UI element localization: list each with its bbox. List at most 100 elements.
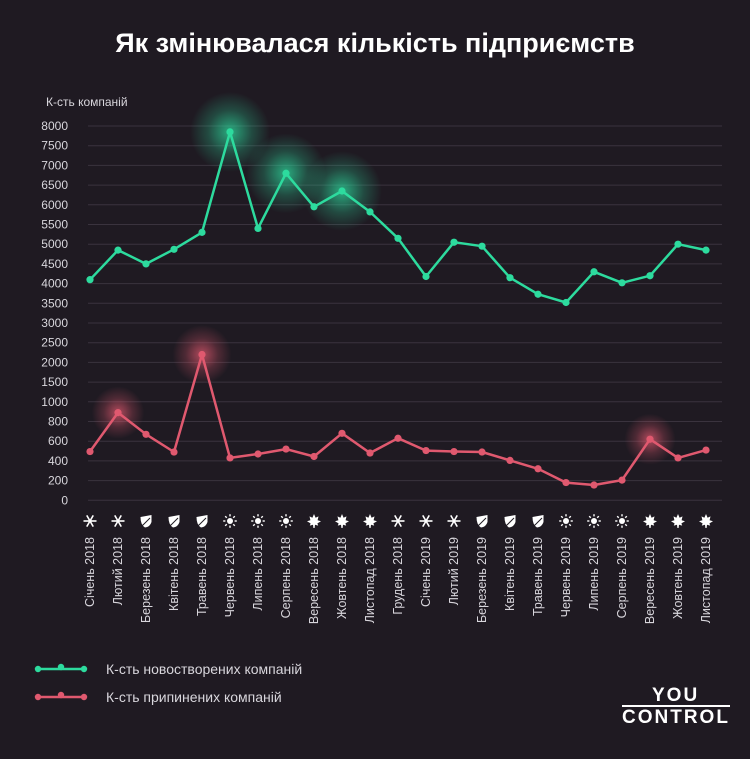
data-point-closed xyxy=(534,465,542,473)
legend-label-closed: К-сть припинених компаній xyxy=(106,689,282,705)
y-tick-label: 200 xyxy=(48,474,68,488)
legend-line-new xyxy=(34,663,88,673)
data-point-new xyxy=(450,238,458,246)
data-point-new xyxy=(170,245,178,253)
x-tick-label: Травень 2019 xyxy=(531,537,545,616)
x-tick-label: Жовтень 2018 xyxy=(335,537,349,619)
chart-title: Як змінювалася кількість підприємств xyxy=(115,28,635,58)
data-point-new xyxy=(114,246,122,254)
sun-icon xyxy=(223,514,237,528)
data-point-closed xyxy=(478,448,486,456)
legend-label-new: К-сть новостворених компаній xyxy=(106,661,303,677)
data-point-new xyxy=(478,242,486,250)
data-point-new xyxy=(674,240,682,248)
data-point-new xyxy=(394,234,402,242)
x-tick-label: Квітень 2019 xyxy=(503,537,517,611)
y-tick-label: 3500 xyxy=(41,296,68,310)
data-point-new xyxy=(422,272,430,281)
snowflake-icon xyxy=(419,514,433,528)
data-point-new xyxy=(366,208,374,216)
data-point-closed xyxy=(170,448,178,456)
x-tick-label: Вересень 2018 xyxy=(307,537,321,624)
data-point-closed xyxy=(198,350,206,359)
sun-icon xyxy=(279,514,293,528)
y-tick-label: 7000 xyxy=(41,158,68,172)
y-tick-label: 7500 xyxy=(41,139,68,153)
x-tick-label: Березень 2018 xyxy=(139,537,153,623)
leaf-icon xyxy=(476,515,488,528)
data-point-new xyxy=(590,268,598,276)
y-tick-label: 2000 xyxy=(41,355,68,369)
series-line-new xyxy=(89,130,707,304)
data-point-new xyxy=(534,290,542,298)
data-point-new xyxy=(310,203,318,211)
y-tick-label: 1500 xyxy=(41,375,68,389)
x-tick-label: Жовтень 2019 xyxy=(671,537,685,619)
sun-icon xyxy=(251,514,265,528)
data-point-new xyxy=(506,274,514,282)
snowflake-icon xyxy=(447,514,461,528)
sun-icon xyxy=(615,514,629,528)
data-point-closed xyxy=(506,456,514,465)
x-tick-label: Липень 2019 xyxy=(587,537,601,611)
data-point-closed xyxy=(646,435,654,443)
data-point-new xyxy=(338,187,346,195)
data-point-closed xyxy=(394,434,402,442)
x-tick-label: Червень 2018 xyxy=(223,537,237,617)
maple-leaf-icon xyxy=(335,514,349,528)
data-point-new xyxy=(646,272,654,280)
x-tick-label: Червень 2019 xyxy=(559,537,573,617)
sun-icon xyxy=(559,514,573,528)
x-tick-label: Січень 2019 xyxy=(419,537,433,607)
data-point-new xyxy=(562,298,570,307)
x-tick-label: Квітень 2018 xyxy=(167,537,181,611)
x-tick-label: Травень 2018 xyxy=(195,537,209,616)
y-tick-label: 4000 xyxy=(41,277,68,291)
y-tick-label: 3000 xyxy=(41,316,68,330)
data-point-closed xyxy=(702,446,710,454)
y-tick-label: 400 xyxy=(48,454,68,468)
logo-line-1: YOU xyxy=(652,685,700,706)
data-point-closed xyxy=(422,446,430,455)
maple-leaf-icon xyxy=(643,514,657,528)
snowflake-icon xyxy=(83,514,97,528)
x-tick-label: Серпень 2018 xyxy=(279,537,293,618)
legend-line-closed xyxy=(34,691,88,701)
maple-leaf-icon xyxy=(699,514,713,528)
y-tick-label: 8000 xyxy=(41,119,68,133)
y-tick-label: 5000 xyxy=(41,237,68,251)
y-tick-label: 6500 xyxy=(41,178,68,192)
data-point-new xyxy=(618,279,626,287)
data-point-closed xyxy=(562,478,570,487)
snowflake-icon xyxy=(391,514,405,528)
data-point-closed xyxy=(226,454,234,462)
data-point-closed xyxy=(590,481,598,489)
y-tick-label: 800 xyxy=(48,415,68,429)
data-point-new xyxy=(254,224,262,233)
maple-leaf-icon xyxy=(307,514,321,528)
maple-leaf-icon xyxy=(363,514,377,528)
data-point-closed xyxy=(338,429,346,437)
y-tick-label: 5500 xyxy=(41,218,68,232)
data-point-new xyxy=(226,128,234,136)
x-tick-label: Липень 2018 xyxy=(251,537,265,611)
leaf-icon xyxy=(140,515,152,528)
x-tick-label: Листопад 2019 xyxy=(699,537,713,623)
x-tick-label: Січень 2018 xyxy=(83,537,97,607)
x-tick-label: Березень 2019 xyxy=(475,537,489,623)
legend-item-closed: К-сть припинених компаній xyxy=(32,687,392,709)
x-tick-label: Лютий 2019 xyxy=(447,537,461,605)
data-point-closed xyxy=(310,452,318,461)
x-tick-label: Лютий 2018 xyxy=(111,537,125,605)
y-tick-label: 600 xyxy=(48,434,68,448)
legend-item-new: К-сть новостворених компаній xyxy=(32,659,392,681)
data-point-closed xyxy=(618,476,626,484)
y-tick-label: 2500 xyxy=(41,336,68,350)
leaf-icon xyxy=(532,515,544,528)
x-tick-label: Листопад 2018 xyxy=(363,537,377,623)
logo-line-2: CONTROL xyxy=(622,705,730,728)
data-point-closed xyxy=(282,445,290,453)
data-point-new xyxy=(198,228,206,236)
x-tick-label: Серпень 2019 xyxy=(615,537,629,618)
x-tick-label: Грудень 2018 xyxy=(391,537,405,615)
